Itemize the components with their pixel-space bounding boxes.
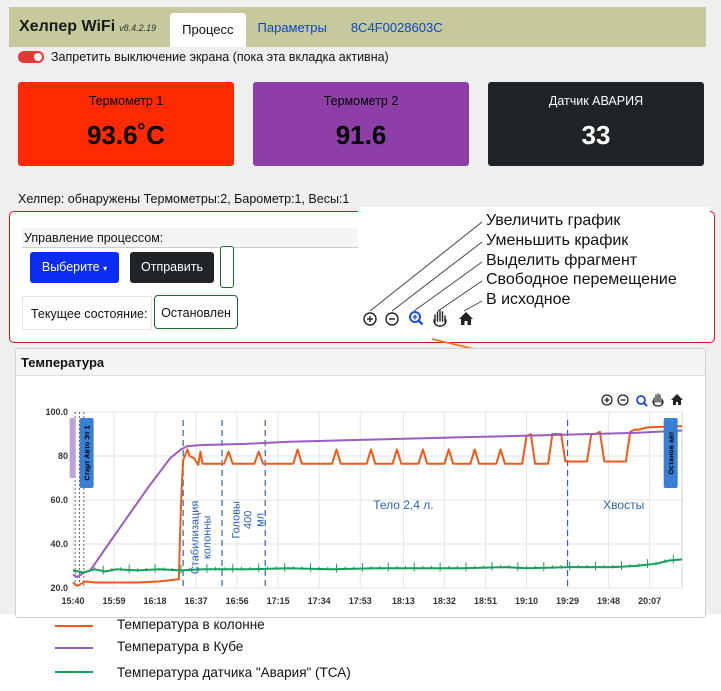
screen-lock-label: Запретить выключение экрана (пока эта вк…	[51, 50, 389, 64]
x-tick-label: 18:32	[433, 596, 456, 606]
y-tick-label: 20.0	[50, 583, 68, 593]
event-marker-label: Старт Авто Эт 1	[85, 425, 92, 480]
caret-down-icon: ▾	[103, 264, 108, 273]
detected-devices-text: Хелпер: обнаружены Термометры:2, Баромет…	[18, 192, 350, 206]
phase-annotation: Хвосты	[603, 498, 644, 512]
zoom-out-icon	[385, 312, 399, 326]
y-tick-label: 60.0	[50, 495, 68, 505]
annotation-word: мл	[254, 513, 266, 527]
empty-button[interactable]	[220, 246, 234, 288]
select-dropdown-button[interactable]: Выберите ▾	[30, 252, 119, 283]
legend-item-column: Температура в колонне	[117, 617, 265, 632]
x-tick-label: 18:51	[474, 596, 497, 606]
select-label: Выберите	[41, 260, 100, 274]
card-value: 33	[581, 120, 611, 150]
process-control-title: Управление процессом:	[22, 228, 360, 248]
legend-item-alarm: Температура датчика "Авария" (ТСА)	[117, 665, 351, 680]
chart-toolbar-pan-hand-icon[interactable]	[652, 393, 664, 407]
brand-name: Хелпер WiFi	[19, 18, 116, 35]
thermometer-2-card: Термометр 2 91.6	[253, 82, 469, 166]
zoom-tools-legend: Увеличить график Уменьшить крафик Выдели…	[358, 207, 710, 335]
screen-lock-toggle[interactable]	[18, 51, 44, 63]
legend-item-cube: Температура в Кубе	[117, 639, 244, 654]
legend-text-zoom-out: Уменьшить крафик	[486, 232, 629, 249]
event-marker	[663, 418, 678, 488]
annotation-word: 400	[242, 511, 254, 529]
x-tick-label: 16:37	[185, 596, 208, 606]
legend-text-pan: Свободное перемещение	[486, 271, 677, 288]
zoom-in-icon	[363, 312, 377, 326]
x-tick-label: 18:13	[392, 596, 415, 606]
event-marker	[79, 418, 94, 488]
phase-annotation: Тело 2,4 л.	[373, 498, 433, 512]
annotation-word: колонны	[201, 516, 213, 560]
current-state-value: Остановлен	[154, 295, 238, 329]
x-tick-label: 16:18	[144, 596, 167, 606]
legend-leader-lines	[363, 221, 483, 327]
chart-toolbar-home-icon[interactable]	[671, 394, 683, 405]
home-icon	[459, 312, 473, 325]
select-zoom-icon	[409, 311, 424, 326]
x-tick-label: 19:10	[515, 596, 538, 606]
x-tick-label: 17:15	[267, 596, 290, 606]
alarm-sensor-card: Датчик АВАРИЯ 33	[488, 82, 704, 166]
x-tick-label: 20:07	[638, 596, 661, 606]
x-tick-label: 16:56	[226, 596, 249, 606]
temperature-panel-title: Температура	[16, 349, 705, 376]
top-navbar: Хелпер WiFi v8.4.2.19 Процесс Параметры 8…	[9, 7, 706, 47]
legend-text-zoom-in: Увеличить график	[486, 212, 621, 229]
legend-text-home: В исходное	[486, 291, 571, 308]
legend-swatches	[55, 625, 93, 673]
card-label: Датчик АВАРИЯ	[548, 94, 644, 108]
legend-text-select: Выделить фрагмент	[486, 252, 638, 269]
card-value: 91.6	[335, 120, 387, 150]
x-tick-label: 17:53	[349, 596, 372, 606]
chart-toolbar-zoom-out-icon[interactable]	[617, 394, 629, 406]
annotation-word: Стабилизация	[189, 501, 201, 575]
current-state-label: Текущее состояние:	[22, 296, 152, 330]
annotation-word: Головы	[230, 501, 242, 539]
event-marker-label: Останов авт	[669, 431, 676, 475]
brand: Хелпер WiFi v8.4.2.19	[19, 18, 156, 36]
card-label: Термометр 2	[323, 94, 399, 108]
x-tick-label: 15:59	[103, 596, 126, 606]
y-tick-label: 100.0	[45, 407, 68, 417]
x-tick-label: 19:29	[556, 596, 579, 606]
tab-parameters[interactable]: Параметры	[257, 20, 327, 35]
screen-lock-row: Запретить выключение экрана (пока эта вк…	[18, 50, 389, 64]
card-value: 93.6˚C	[86, 120, 166, 150]
pan-hand-icon	[433, 310, 447, 327]
tab-device-id[interactable]: 8C4F0028603C	[350, 20, 443, 35]
send-button[interactable]: Отправить	[130, 252, 214, 283]
x-tick-label: 19:48	[597, 596, 620, 606]
y-tick-label: 80	[58, 451, 68, 461]
marker-strip	[69, 418, 76, 478]
chart-toolbar-zoom-in-icon[interactable]	[601, 394, 613, 406]
tab-process[interactable]: Процесс	[170, 13, 246, 47]
series-line-2	[72, 429, 683, 578]
chart-toolbar-select-zoom-icon[interactable]	[636, 395, 648, 407]
x-tick-label: 15:40	[61, 596, 84, 606]
thermometer-1-card: Термометр 1 93.6˚C	[18, 82, 234, 166]
card-label: Термометр 1	[88, 94, 164, 108]
series-line-3	[72, 558, 683, 574]
version-label: v8.4.2.19	[119, 23, 157, 33]
y-tick-label: 40.0	[50, 539, 68, 549]
x-tick-label: 17:34	[308, 596, 331, 606]
